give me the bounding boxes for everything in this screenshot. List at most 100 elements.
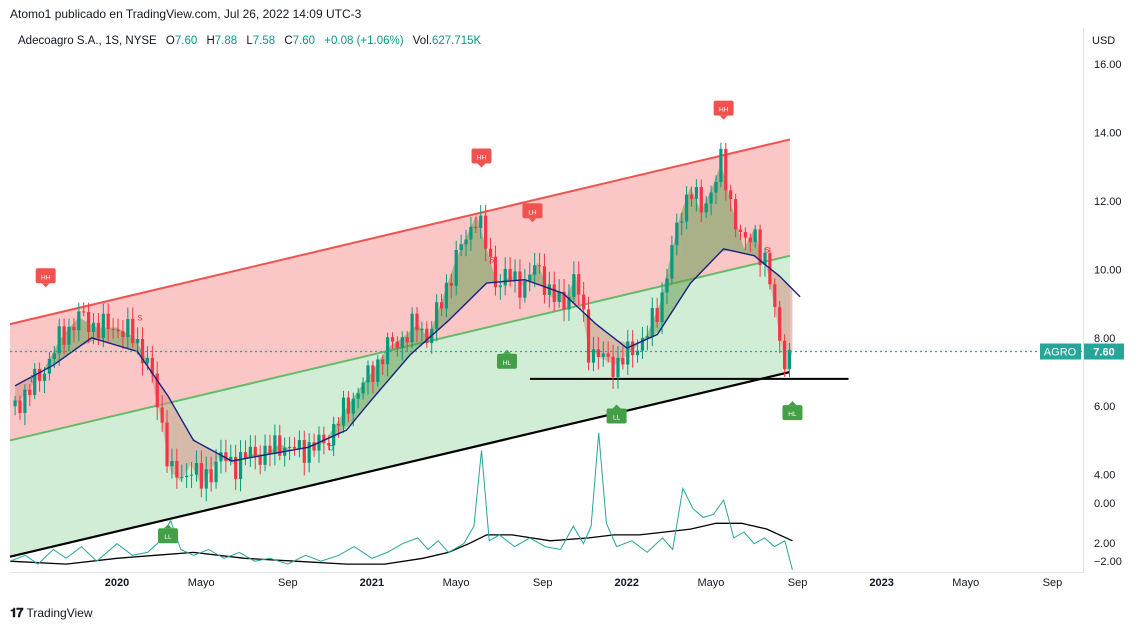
- candle-body: [47, 358, 52, 374]
- candle-body: [189, 474, 194, 476]
- pivot-badge: [713, 100, 734, 116]
- price-tick-label: 16.00: [1094, 59, 1122, 71]
- pivot-badge: [496, 353, 517, 369]
- candle-body: [606, 353, 610, 357]
- candle-body: [67, 326, 71, 345]
- candle-body: [185, 475, 189, 478]
- candle-body: [170, 461, 174, 467]
- symbol-name[interactable]: Adecoagro S.A., 1S, NYSE: [18, 35, 157, 47]
- candle-body: [121, 331, 125, 338]
- axes: AGRO 7.60 2.00 4.00 6.00 8.00 10.00 12.00 14.00 1…: [10, 28, 1124, 589]
- candle-body: [508, 268, 512, 281]
- candle-body: [258, 456, 262, 465]
- candle-body: [410, 313, 414, 343]
- candle-body: [229, 456, 233, 461]
- candle-body: [670, 245, 674, 279]
- time-tick-label: Mayo: [443, 577, 470, 589]
- candle-body: [327, 443, 331, 446]
- time-tick-label: 2022: [615, 577, 639, 589]
- symbol-tag-bg: [1040, 343, 1081, 360]
- time-tick-label: 2023: [869, 577, 893, 589]
- candle-body: [562, 291, 566, 310]
- pivot-badge-pointer: [477, 163, 486, 168]
- candle-body: [523, 280, 527, 298]
- candle-body: [13, 400, 17, 407]
- candle-body: [748, 237, 752, 243]
- candle-body: [219, 452, 223, 462]
- candle-body: [425, 328, 429, 344]
- candle-body: [596, 349, 600, 357]
- signal-label: b: [30, 374, 36, 385]
- pivot-badge: [606, 408, 627, 424]
- candle-body: [278, 435, 282, 456]
- candle-body: [454, 250, 458, 286]
- pivot-badge-pointer: [788, 401, 797, 406]
- candle-body: [547, 284, 551, 295]
- candle-body: [675, 222, 679, 246]
- volume-label: Vol.: [412, 35, 432, 47]
- pivot-badge: [158, 528, 179, 544]
- cloud-segment: [690, 187, 701, 284]
- candle-body: [660, 292, 664, 323]
- open-value: 7.60: [174, 35, 198, 47]
- candle-body: [665, 278, 669, 293]
- candle-body: [572, 274, 576, 297]
- time-tick-label: 2021: [360, 577, 384, 589]
- candle-body: [224, 452, 228, 461]
- candle-body: [631, 341, 635, 356]
- pivot-label: LH: [528, 209, 537, 216]
- candle-body: [322, 434, 326, 444]
- time-tick-label: Sep: [278, 577, 298, 589]
- cloud-segment: [710, 163, 722, 263]
- candle-body: [140, 338, 145, 364]
- pivot-badge: [35, 268, 56, 284]
- candle-body: [680, 221, 684, 223]
- candle-body: [72, 326, 76, 331]
- pivot-label: HH: [477, 155, 487, 162]
- candle-body: [209, 469, 213, 483]
- candle-body: [253, 446, 257, 457]
- candle-body: [106, 313, 110, 329]
- candle-body: [449, 282, 453, 286]
- pivot-label: HH: [41, 274, 51, 281]
- signal-label: s: [137, 313, 142, 324]
- candle-body: [91, 322, 96, 332]
- candle-body: [493, 256, 498, 288]
- change-value: +0.08 (+1.06%): [324, 35, 404, 47]
- candle-body: [111, 328, 115, 330]
- candle-body: [82, 311, 86, 313]
- candle-body: [586, 309, 591, 363]
- candle-body: [488, 248, 493, 257]
- candle-body: [131, 318, 135, 344]
- publisher-caption: Atomo1 publicado en TradingView.com, Jul…: [10, 7, 362, 21]
- candle-body: [724, 148, 728, 191]
- symbol-legend: Adecoagro S.A., 1S, NYSE O7.60 H7.88 L7.…: [18, 35, 481, 47]
- pivot-badge-pointer: [41, 283, 50, 288]
- candle-body: [537, 265, 542, 267]
- candle-body: [518, 271, 522, 298]
- candle-body: [435, 302, 439, 329]
- candle-body: [116, 329, 120, 332]
- cloud-segment: [476, 214, 487, 294]
- pivot-markers: HH LL HH LH HL LL HH HL b s b s s: [30, 100, 803, 544]
- tv-logo-icon[interactable]: 𝟏𝟕: [10, 605, 24, 620]
- candle-body: [699, 187, 703, 213]
- candle-body: [464, 239, 468, 245]
- brand-name[interactable]: TradingView: [26, 606, 93, 620]
- candle-body: [361, 382, 365, 394]
- cloud-segment: [402, 324, 418, 364]
- candle-body: [77, 311, 81, 331]
- candle-body: [503, 268, 507, 286]
- candle-body: [351, 398, 355, 414]
- low-label: L: [246, 35, 253, 47]
- candle-body: [385, 337, 390, 365]
- cloud-segment: [387, 337, 403, 382]
- candle-body: [729, 190, 733, 200]
- candle-body: [395, 341, 400, 348]
- candle-body: [390, 337, 395, 342]
- open-label: O: [165, 35, 175, 47]
- candle-body: [287, 446, 292, 448]
- moving-average: [14, 248, 801, 462]
- candle-body: [145, 357, 150, 364]
